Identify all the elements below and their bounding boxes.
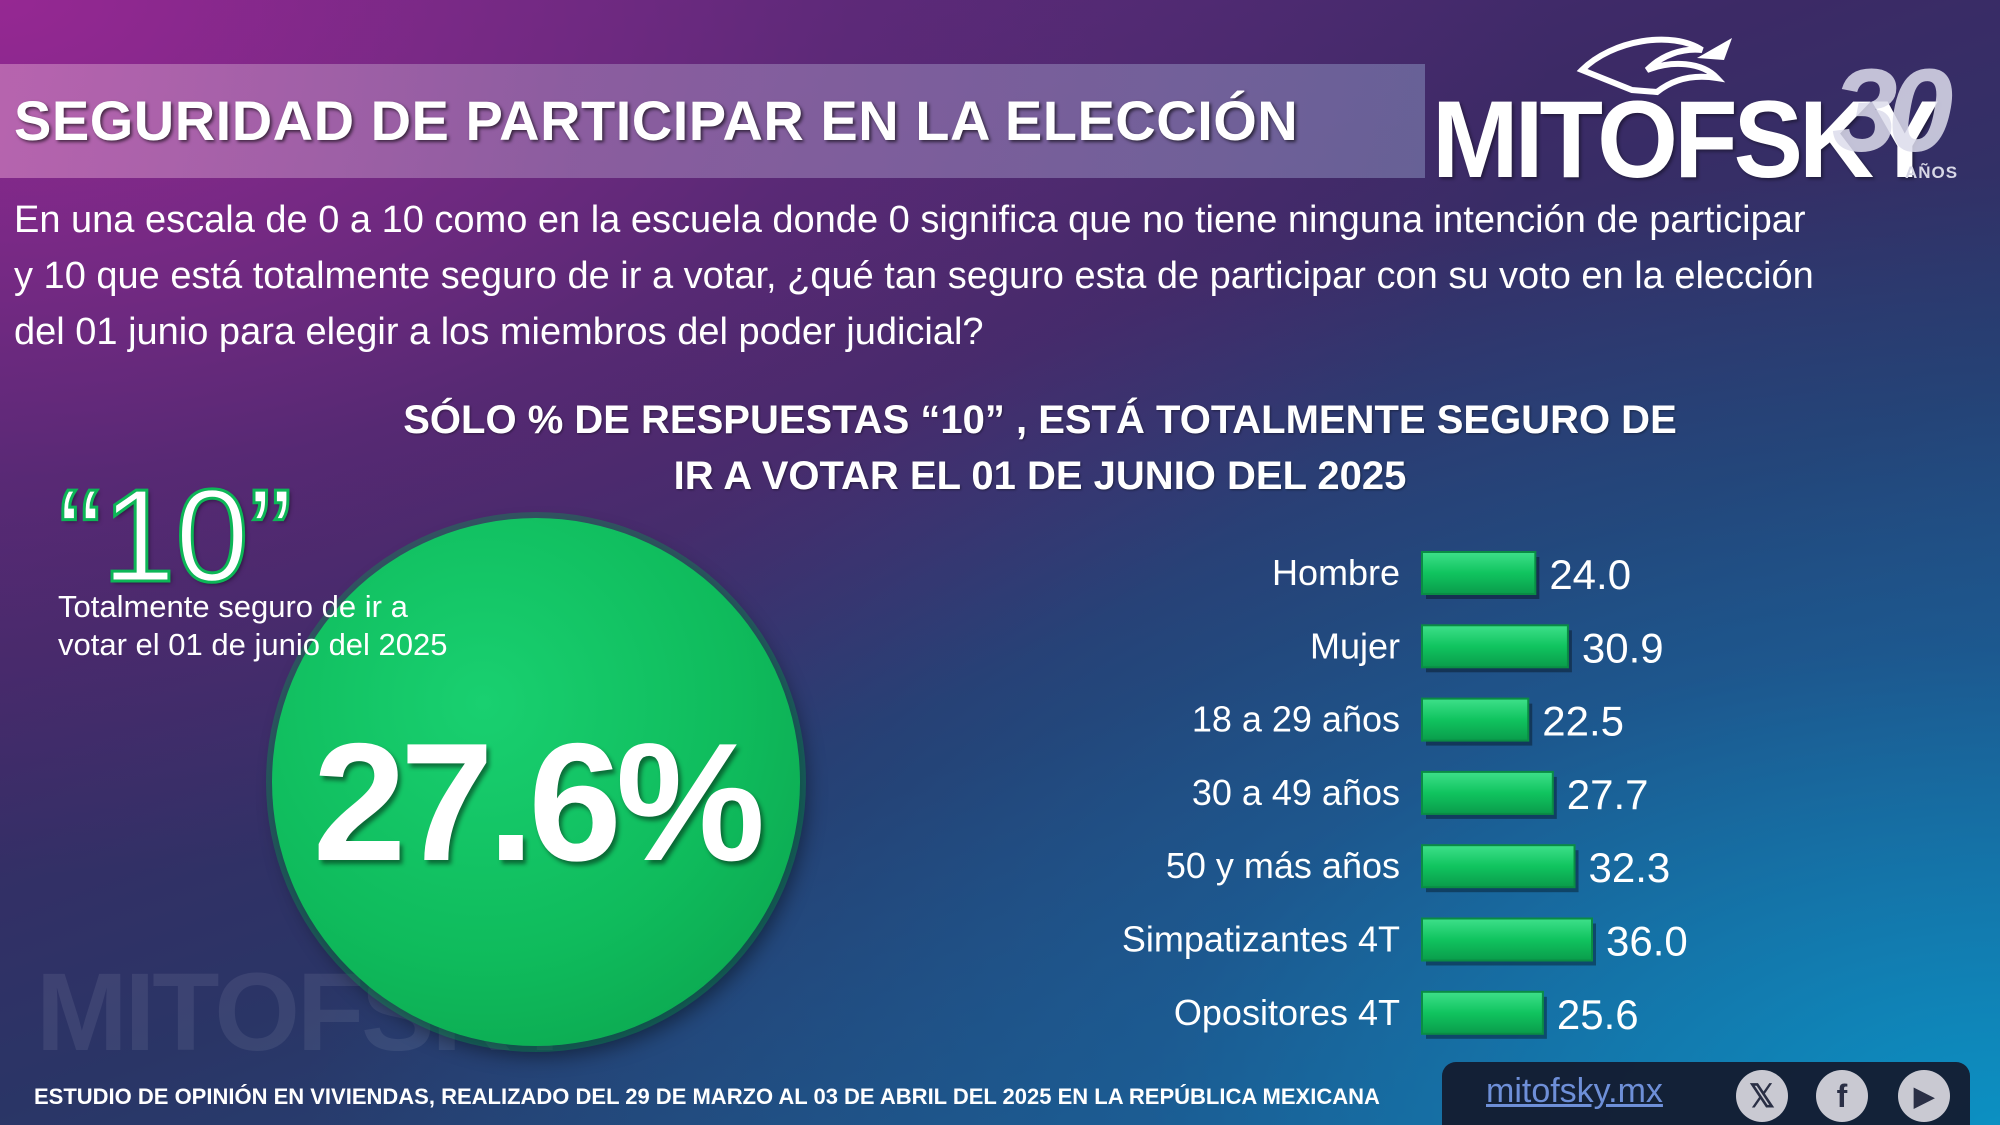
bar-3 <box>1421 770 1554 815</box>
logo-number: 30 <box>1832 45 1953 177</box>
bar-4 <box>1421 844 1576 889</box>
footer-note: ESTUDIO DE OPINIÓN EN VIVIENDAS, REALIZA… <box>34 1084 1380 1109</box>
category-label: 50 y más años <box>1166 845 1400 886</box>
subtitle-line-2: IR A VOTAR EL 01 DE JUNIO DEL 2025 <box>673 454 1407 498</box>
category-label: Mujer <box>1310 625 1400 666</box>
category-label: Hombre <box>1272 552 1400 593</box>
mitofsky-logo <box>1432 30 1972 190</box>
bar-5 <box>1421 917 1593 962</box>
survey-question: En una escala de 0 a 10 como en la escue… <box>14 199 1814 353</box>
category-label: 30 a 49 años <box>1192 772 1400 813</box>
ten-caption-line-1: Totalmente seguro de ir a <box>58 589 408 624</box>
highlight-circle <box>272 518 800 1046</box>
ten-caption: Totalmente seguro de ir a votar el 01 de… <box>58 588 518 664</box>
logo-suffix: AÑOS <box>1905 163 1959 182</box>
title-band <box>0 64 1425 178</box>
bar-6 <box>1421 990 1544 1035</box>
page-title: SEGURIDAD DE PARTICIPAR EN LA ELECCIÓN <box>14 89 1299 152</box>
value-label: 36.0 <box>1606 918 1688 965</box>
value-label: 25.6 <box>1557 991 1639 1038</box>
social-bar <box>1442 1062 1970 1125</box>
category-label: Simpatizantes 4T <box>1122 919 1400 960</box>
value-label: 30.9 <box>1582 624 1664 671</box>
ten-caption-line-2: votar el 01 de junio del 2025 <box>58 627 448 662</box>
website-link[interactable]: mitofsky.mx <box>1486 1072 1663 1110</box>
category-label: 18 a 29 años <box>1192 699 1400 740</box>
youtube-icon[interactable]: ▶ <box>1898 1070 1950 1122</box>
bar-0 <box>1421 551 1537 595</box>
bar-1 <box>1421 624 1569 669</box>
value-label: 27.7 <box>1567 771 1649 818</box>
subtitle-line-1: SÓLO % DE RESPUESTAS “10” , ESTÁ TOTALME… <box>403 398 1677 442</box>
category-label: Opositores 4T <box>1174 992 1400 1033</box>
bar-2 <box>1421 697 1530 742</box>
logo-text: MITOFSKY <box>1432 79 1939 201</box>
x-icon[interactable]: 𝕏 <box>1736 1070 1788 1122</box>
value-label: 24.0 <box>1549 551 1631 598</box>
value-label: 22.5 <box>1542 698 1624 745</box>
eagle-logo-icon <box>1576 36 1732 96</box>
value-label: 32.3 <box>1589 844 1671 891</box>
ten-label: “10” <box>57 462 295 609</box>
facebook-icon[interactable]: f <box>1816 1070 1868 1122</box>
chart-subtitle: SÓLO % DE RESPUESTAS “10” , ESTÁ TOTALME… <box>340 392 1740 504</box>
highlight-value: 27.6% <box>312 708 765 896</box>
